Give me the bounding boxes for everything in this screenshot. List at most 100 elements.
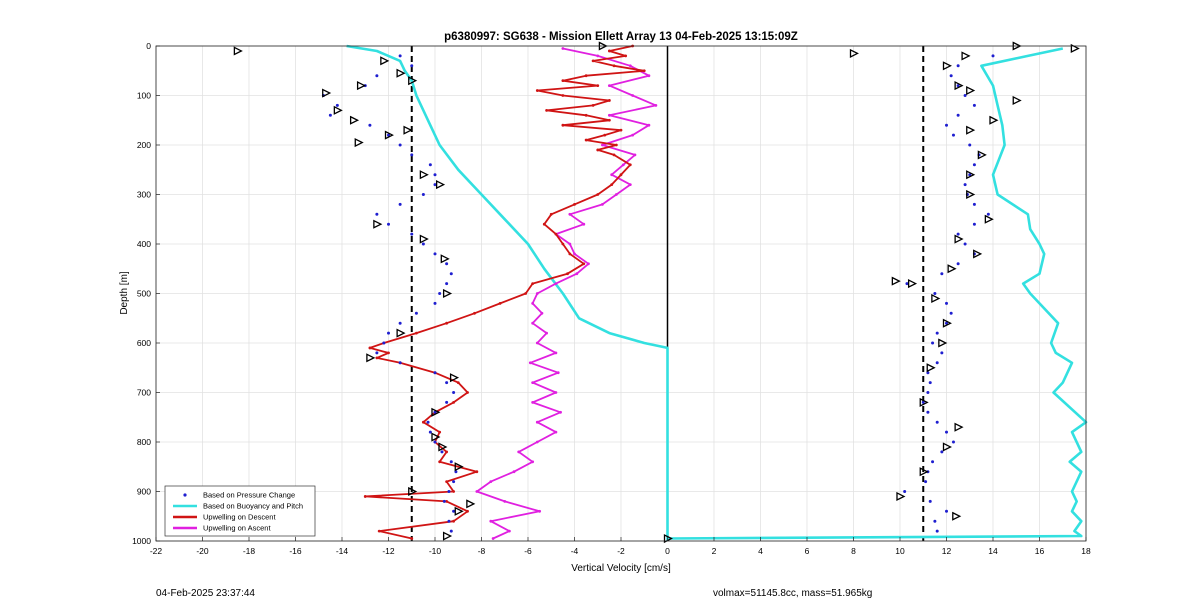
- upwelling-ascent-point: [531, 321, 535, 325]
- y-tick-label: 500: [137, 289, 151, 299]
- pressure-descent-point: [433, 371, 437, 375]
- x-tick-label: 14: [988, 546, 998, 556]
- pressure-descent-point: [398, 202, 402, 206]
- upwelling-ascent-point: [517, 450, 521, 454]
- pressure-descent-point: [428, 163, 432, 167]
- triangle-marker: [954, 81, 964, 91]
- pressure-ascent-point: [972, 163, 976, 167]
- buoyancy-descent-line: [346, 44, 669, 541]
- triangle-marker: [954, 422, 964, 432]
- triangle-marker: [931, 293, 941, 304]
- upwelling-ascent-point: [654, 104, 658, 107]
- pressure-ascent-point: [926, 391, 930, 394]
- pressure-ascent-point: [949, 74, 953, 78]
- pressure-descent-point: [375, 351, 379, 355]
- y-tick-label: 800: [137, 437, 151, 447]
- pressure-ascent-point: [935, 361, 939, 365]
- pressure-ascent-point: [945, 321, 948, 325]
- upwelling-ascent-point: [568, 242, 572, 246]
- legend-swatch-points: [183, 493, 187, 497]
- upwelling-descent-point: [607, 118, 611, 122]
- pressure-descent-point: [445, 381, 449, 385]
- upwelling-descent-point: [452, 519, 455, 523]
- upwelling-ascent-point: [545, 331, 548, 335]
- pressure-descent-point: [433, 173, 437, 177]
- pressure-ascent-point: [905, 282, 909, 286]
- upwelling-ascent-point: [631, 94, 635, 97]
- pressure-ascent-point: [972, 202, 976, 206]
- upwelling-descent-point: [375, 356, 379, 360]
- triangle-marker: [938, 338, 948, 348]
- pressure-ascent-point: [924, 480, 928, 484]
- y-tick-label: 100: [137, 91, 151, 101]
- pressure-descent-point: [447, 490, 451, 493]
- upwelling-descent-point: [607, 99, 611, 102]
- pressure-ascent-point: [940, 351, 944, 355]
- upwelling-ascent-point: [535, 420, 539, 424]
- pressure-descent-point: [447, 519, 451, 523]
- pressure-ascent-point: [928, 381, 932, 385]
- triangle-marker: [349, 115, 360, 125]
- triangle-marker: [403, 125, 413, 135]
- pressure-descent-point: [445, 262, 449, 266]
- upwelling-descent-point: [542, 222, 546, 226]
- upwelling-ascent-point: [587, 262, 590, 266]
- upwelling-descent-point: [614, 143, 618, 147]
- upwelling-descent-point: [554, 232, 558, 236]
- upwelling-descent-point: [561, 79, 565, 83]
- footer-stats: volmax=51145.8cc, mass=51.965kg: [713, 588, 873, 599]
- x-tick-label: -22: [150, 546, 163, 556]
- upwelling-descent-point: [498, 302, 502, 305]
- pressure-ascent-point: [921, 400, 925, 404]
- upwelling-descent-point: [475, 470, 479, 474]
- pressure-ascent-point: [968, 173, 972, 177]
- pressure-ascent-point: [956, 262, 960, 266]
- pressure-ascent-point: [963, 183, 967, 187]
- triangle-marker: [954, 234, 964, 244]
- upwelling-ascent-point: [531, 401, 535, 404]
- upwelling-descent-point: [561, 94, 565, 97]
- pressure-descent-point: [452, 391, 456, 394]
- upwelling-ascent-point: [538, 509, 542, 513]
- upwelling-ascent-point: [535, 292, 539, 295]
- upwelling-descent-point: [377, 529, 381, 533]
- triangle-marker: [966, 125, 976, 135]
- upwelling-descent-point: [561, 123, 565, 127]
- upwelling-descent-point: [410, 537, 414, 540]
- x-tick-label: -10: [429, 546, 442, 556]
- x-tick-label: -14: [336, 546, 349, 556]
- upwelling-descent-point: [531, 282, 535, 285]
- legend-label: Upwelling on Ascent: [203, 524, 271, 533]
- pressure-descent-point: [398, 361, 402, 365]
- upwelling-ascent-point: [601, 143, 604, 147]
- triangle-marker: [333, 105, 343, 115]
- pressure-descent-point: [445, 282, 449, 286]
- pressure-ascent-point: [945, 301, 948, 305]
- pressure-descent-point: [440, 450, 444, 454]
- triangle-marker: [942, 318, 952, 328]
- upwelling-ascent-point: [475, 490, 479, 493]
- series-layer: [233, 41, 1088, 544]
- triangle-marker: [966, 189, 976, 200]
- pressure-ascent-point: [935, 331, 939, 335]
- upwelling-ascent-point: [554, 351, 558, 355]
- upwelling-ascent-point: [628, 183, 632, 187]
- upwelling-ascent-point: [531, 460, 535, 464]
- pressure-descent-point: [414, 311, 418, 315]
- pressure-descent-point: [433, 183, 437, 187]
- triangle-marker: [849, 48, 859, 58]
- axes: -22 -20 -18 -16 -14 -12 -10 -8 -6 -4 -2 0 2 4 6 8 10 12 14…: [132, 41, 1091, 556]
- upwelling-ascent-point: [607, 84, 611, 87]
- triangle-marker: [454, 506, 464, 516]
- upwelling-ascent-point: [614, 193, 618, 196]
- upwelling-ascent-point: [610, 173, 614, 177]
- triangle-marker: [919, 397, 929, 407]
- upwelling-descent-point: [584, 113, 588, 117]
- upwelling-ascent-point: [561, 47, 565, 50]
- triangle-marker: [366, 353, 376, 363]
- footer-timestamp: 04-Feb-2025 23:37:44: [156, 588, 255, 599]
- upwelling-ascent-point: [540, 311, 544, 315]
- pressure-ascent-point: [940, 450, 944, 454]
- upwelling-descent-point: [415, 331, 418, 335]
- pressure-ascent-point: [935, 420, 939, 424]
